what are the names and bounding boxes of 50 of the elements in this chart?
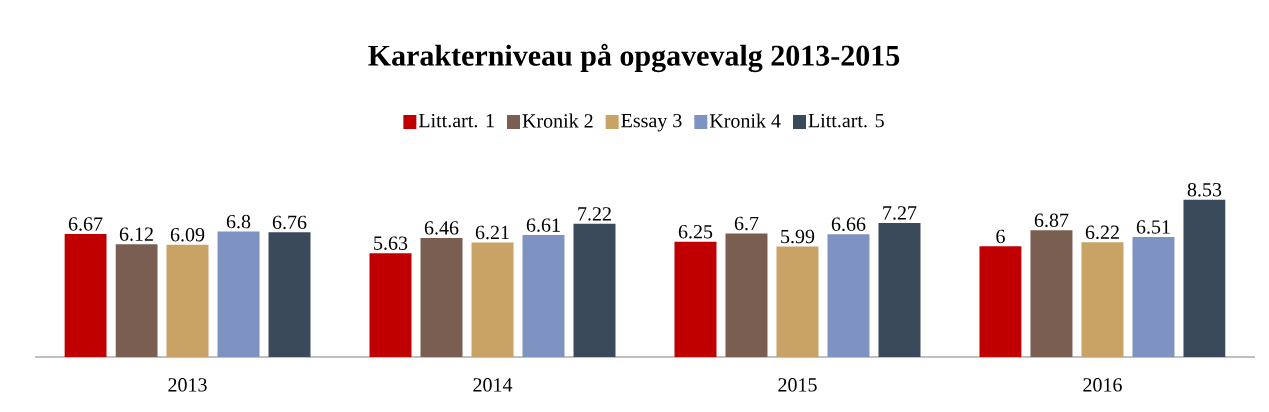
data-label: 6.21 (475, 225, 509, 240)
data-label: 5.63 (374, 236, 408, 250)
data-label: 7.27 (883, 206, 917, 220)
bar (522, 235, 565, 357)
data-label: 6.7 (734, 216, 759, 231)
bar (725, 233, 768, 357)
bar (369, 253, 412, 357)
bar (471, 242, 514, 357)
data-label: 6.51 (1136, 220, 1170, 234)
bar (979, 246, 1022, 357)
bar (674, 241, 717, 357)
data-label: 6.12 (119, 227, 153, 241)
data-label: 6.46 (424, 221, 459, 235)
bar (268, 232, 311, 357)
bar (573, 223, 616, 357)
x-tick-label: 2013 (168, 378, 207, 392)
data-label: 6.61 (526, 218, 560, 232)
bar (64, 234, 107, 357)
x-tick-label: 2014 (473, 378, 513, 392)
x-tick-label: 2016 (1083, 378, 1122, 392)
bar (1183, 199, 1226, 357)
x-tick-label: 2015 (778, 378, 817, 392)
data-label: 6.66 (831, 217, 866, 231)
bar (420, 237, 463, 357)
legend-label: Essay 3 (621, 113, 682, 132)
data-label: 6.8 (226, 214, 251, 229)
data-label: 5.99 (781, 229, 815, 244)
chart-title: Karakterniveau på opgavevalg 2013-2015 (368, 43, 900, 73)
legend-label: Kronik 4 (709, 113, 781, 128)
bar (166, 244, 209, 357)
legend-label: Litt.art. 1 (418, 113, 494, 128)
bar (115, 244, 158, 357)
bar (827, 234, 870, 357)
data-label: 6 (996, 229, 1005, 244)
bar (1081, 242, 1124, 357)
bar (776, 246, 819, 357)
data-label: 7.22 (578, 207, 611, 221)
data-label: 6.09 (170, 227, 205, 242)
data-label: 6.25 (678, 225, 713, 239)
bar (1132, 236, 1175, 357)
data-label: 8.53 (1187, 182, 1222, 197)
legend-label: Litt.art. 5 (808, 113, 884, 128)
data-label: 6.67 (68, 217, 103, 231)
data-label: 6.22 (1085, 225, 1119, 240)
legend-label: Kronik 2 (522, 113, 593, 128)
data-label: 6.87 (1034, 213, 1069, 228)
bar (217, 231, 260, 357)
data-label: 6.76 (272, 215, 307, 230)
bar (878, 222, 921, 357)
bar (1030, 230, 1073, 357)
